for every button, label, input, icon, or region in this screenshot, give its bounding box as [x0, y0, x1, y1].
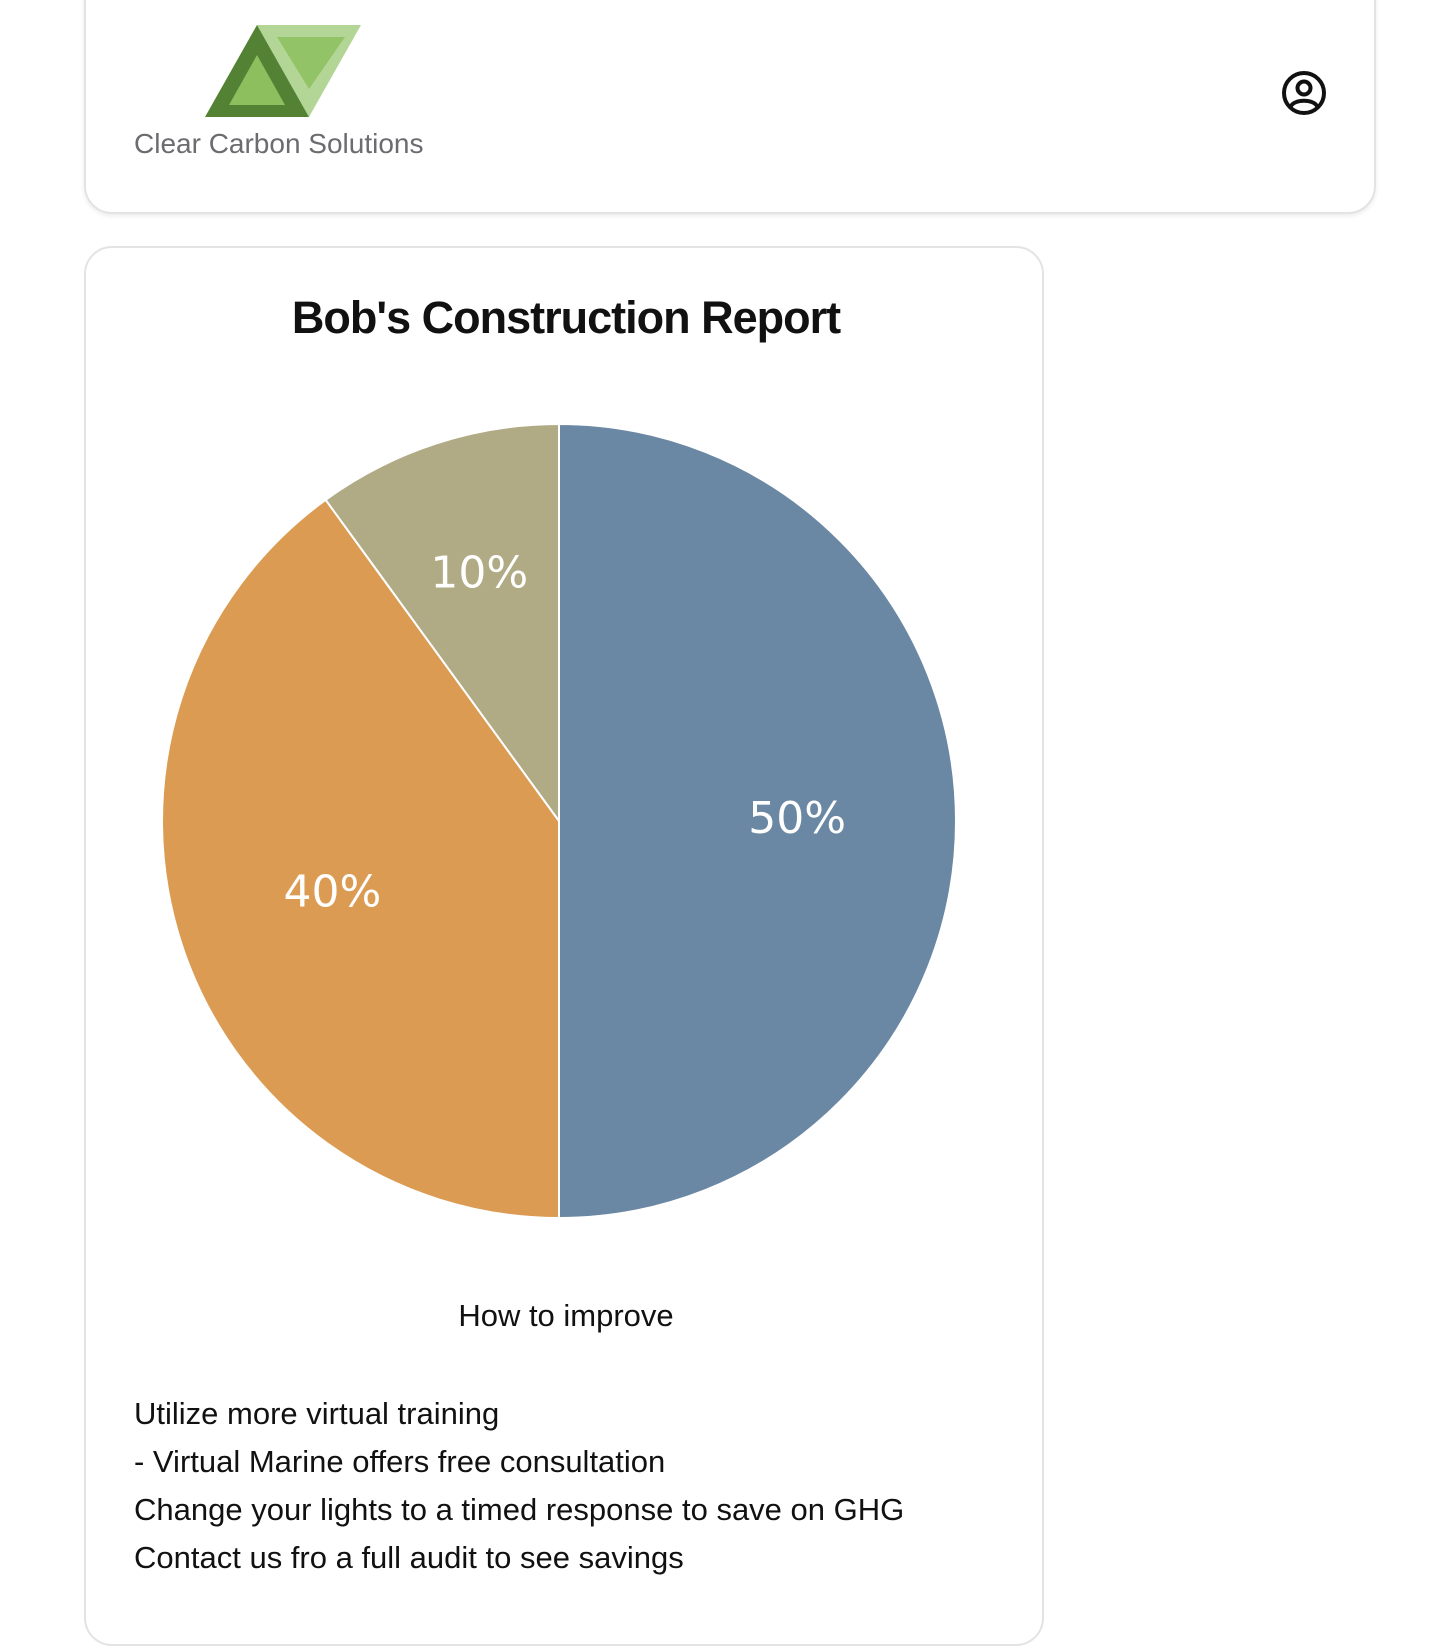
user-circle-icon[interactable] [1280, 69, 1328, 117]
improve-heading: How to improve [458, 1298, 674, 1333]
improve-list: Utilize more virtual training - Virtual … [134, 1390, 904, 1582]
triangles-logo-icon[interactable] [205, 25, 361, 117]
improve-tip: - Virtual Marine offers free consultatio… [134, 1444, 666, 1479]
pie-slice-0 [558, 422, 957, 1220]
improve-tip: Utilize more virtual training [134, 1396, 500, 1431]
report-title: Bob's Construction Report [291, 292, 841, 343]
pie-slice-label: 50% [748, 793, 846, 844]
improve-tip: Change your lights to a timed response t… [134, 1492, 905, 1527]
pie-slice-1 [161, 498, 560, 1220]
pie-slice-label: 40% [284, 867, 382, 918]
improve-tip: Contact us fro a full audit to see savin… [134, 1540, 684, 1575]
pie-slice-label: 10% [430, 548, 528, 599]
brand-name: Clear Carbon Solutions [134, 128, 424, 159]
pie-chart: 50% 40% 10% [161, 422, 957, 1220]
report-card: Bob's Construction Report 50% 40% 10% How … [84, 246, 1044, 1646]
pie-slice-2 [324, 422, 560, 825]
header-bar: Clear Carbon Solutions [84, 0, 1376, 214]
